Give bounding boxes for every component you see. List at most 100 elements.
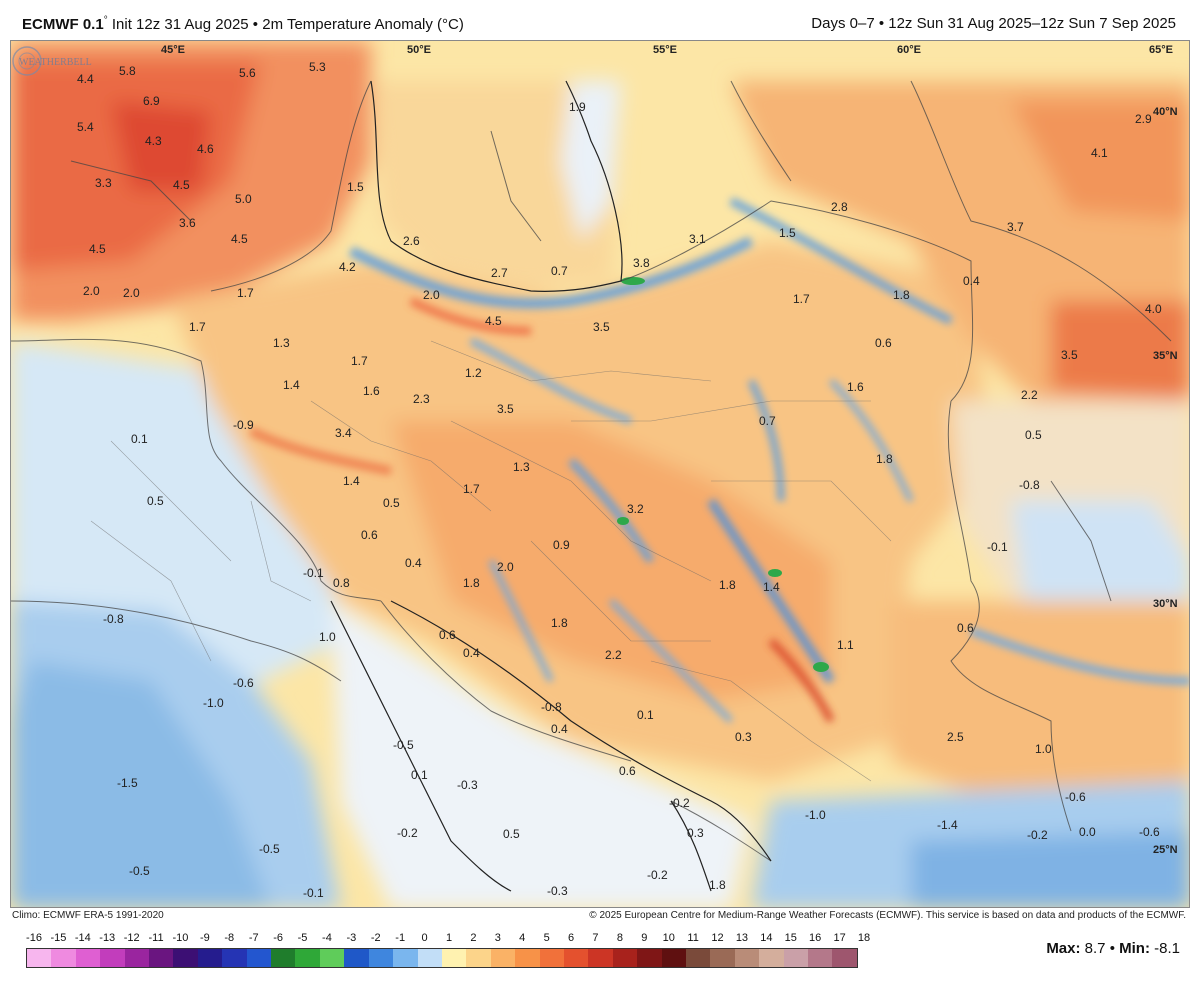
- anomaly-value-label: 3.1: [689, 232, 706, 246]
- anomaly-value-label: 1.6: [847, 380, 864, 394]
- anomaly-value-label: 2.3: [413, 392, 430, 406]
- header-bar: ECMWF 0.1° Init 12z 31 Aug 2025 • 2m Tem…: [0, 0, 1200, 40]
- color-scale-tick: 18: [857, 932, 871, 944]
- max-label: Max:: [1046, 940, 1081, 957]
- color-scale-tick: -13: [99, 932, 116, 944]
- anomaly-value-label: -1.0: [805, 808, 826, 822]
- anomaly-value-label: -0.1: [303, 886, 324, 900]
- graticule-labels: 45°E 50°E 55°E 60°E 65°E 40°N 35°N 30°N …: [161, 44, 1178, 856]
- anomaly-value-label: 0.9: [553, 538, 570, 552]
- climo-credit: Climo: ECMWF ERA-5 1991-2020: [12, 910, 164, 921]
- anomaly-value-label: 5.4: [77, 120, 94, 134]
- anomaly-value-label: 1.7: [351, 354, 368, 368]
- color-scale-ticks: -16 -15 -14 -13 -12 -11 -10 -9 -8 -7 -6 -5 -4 -3 -2 -1 0…: [26, 932, 870, 948]
- lat-label: 35°N: [1153, 350, 1178, 362]
- anomaly-value-label: 6.9: [143, 94, 160, 108]
- color-scale-tick: -1: [395, 932, 406, 944]
- anomaly-value-label: 4.4: [77, 72, 94, 86]
- anomaly-value-label: 0.4: [463, 646, 480, 660]
- anomaly-value-label: 0.4: [551, 722, 568, 736]
- color-scale-swatch: [441, 949, 467, 967]
- anomaly-value-label: -0.1: [303, 566, 324, 580]
- anomaly-value-label: 4.5: [89, 242, 106, 256]
- anomaly-value-label: -0.6: [1139, 825, 1160, 839]
- anomaly-value-label: 4.6: [197, 142, 214, 156]
- max-value: 8.7: [1084, 940, 1106, 957]
- anomaly-value-label: 1.5: [347, 180, 364, 194]
- anomaly-value-label: -0.2: [1027, 828, 1048, 842]
- color-scale-tick: 10: [662, 932, 675, 944]
- anomaly-value-label: 1.4: [763, 580, 780, 594]
- color-scale-swatch: [783, 949, 808, 967]
- anomaly-value-label: 3.4: [335, 426, 352, 440]
- anomaly-value-label: -0.8: [541, 700, 562, 714]
- anomaly-value-label: 1.3: [273, 336, 290, 350]
- color-scale-tick: 11: [687, 932, 699, 944]
- color-scale-tick: -16: [26, 932, 42, 944]
- anomaly-value-label: 0.3: [687, 826, 704, 840]
- ecmwf-copyright: © 2025 European Centre for Medium-Range …: [589, 910, 1186, 921]
- anomaly-value-label: 1.9: [569, 100, 586, 114]
- anomaly-value-label: 1.8: [893, 288, 910, 302]
- color-scale-tick: 0: [421, 932, 428, 944]
- color-scale-swatch: [808, 949, 833, 967]
- color-scale-swatch: [222, 949, 247, 967]
- color-scale-swatch: [27, 949, 52, 967]
- anomaly-value-label: 0.0: [1079, 825, 1096, 839]
- anomaly-value-label: -0.5: [129, 864, 150, 878]
- color-scale-tick: 9: [641, 932, 648, 944]
- color-scale-swatch: [271, 949, 296, 967]
- anomaly-value-label: 4.0: [1145, 302, 1162, 316]
- lon-label: 60°E: [897, 44, 921, 56]
- color-scale-swatch: [295, 949, 320, 967]
- anomaly-value-label: 0.7: [551, 264, 568, 278]
- anomaly-value-label: 0.6: [439, 628, 456, 642]
- anomaly-value-label: 4.1: [1091, 146, 1108, 160]
- anomaly-value-label: 0.4: [405, 556, 422, 570]
- anomaly-value-label: 3.5: [1061, 348, 1078, 362]
- anomaly-field: [11, 41, 1189, 907]
- color-scale-tick: -8: [224, 932, 235, 944]
- anomaly-value-label: -0.5: [393, 738, 414, 752]
- max-min-readout: Max: 8.7 • Min: -8.1: [1046, 940, 1180, 957]
- color-scale-swatch: [51, 949, 76, 967]
- color-scale-swatch: [173, 949, 198, 967]
- map-canvas: 45°E 50°E 55°E 60°E 65°E 40°N 35°N 30°N …: [11, 41, 1189, 907]
- anomaly-value-label: 1.0: [1035, 742, 1052, 756]
- color-scale: -16 -15 -14 -13 -12 -11 -10 -9 -8 -7 -6 -5 -4 -3 -2 -1 0…: [26, 932, 870, 972]
- color-scale-tick: 1: [445, 932, 453, 944]
- color-scale-tick: -11: [148, 932, 164, 944]
- anomaly-value-label: 4.5: [231, 232, 248, 246]
- color-scale-tick: -6: [273, 932, 283, 944]
- anomaly-value-label: 1.7: [237, 286, 254, 300]
- anomaly-map: 45°E 50°E 55°E 60°E 65°E 40°N 35°N 30°N …: [10, 40, 1190, 908]
- color-scale-swatch: [417, 949, 442, 967]
- anomaly-value-label: 2.6: [403, 234, 420, 248]
- anomaly-value-label: 3.6: [179, 216, 196, 230]
- anomaly-streaks: [248, 197, 1189, 724]
- anomaly-value-label: 0.6: [619, 764, 636, 778]
- color-scale-tick: 7: [592, 932, 599, 944]
- color-scale-swatch: [759, 949, 784, 967]
- anomaly-value-label: 2.7: [491, 266, 508, 280]
- color-scale-swatch: [124, 949, 150, 967]
- anomaly-value-label: -0.2: [647, 868, 668, 882]
- model-name: ECMWF 0.1: [22, 16, 104, 33]
- color-scale-tick: 8: [616, 932, 623, 944]
- anomaly-value-label: 3.5: [593, 320, 610, 334]
- lat-label: 30°N: [1153, 598, 1178, 610]
- lon-label: 50°E: [407, 44, 431, 56]
- min-label: Min:: [1119, 940, 1150, 957]
- color-scale-swatch: [710, 949, 735, 967]
- model-degree: °: [103, 15, 108, 26]
- anomaly-value-label: 0.5: [1025, 428, 1042, 442]
- anomaly-value-label: 5.6: [239, 66, 256, 80]
- color-scale-tick: 5: [543, 932, 550, 944]
- anomaly-value-label: 1.4: [283, 378, 300, 392]
- anomaly-value-label: 1.6: [363, 384, 380, 398]
- anomaly-value-label: 0.4: [963, 274, 980, 288]
- anomaly-value-label: -1.0: [203, 696, 224, 710]
- color-scale-tick: -14: [74, 932, 91, 944]
- anomaly-value-label: -0.8: [103, 612, 124, 626]
- color-scale-swatch: [661, 949, 686, 967]
